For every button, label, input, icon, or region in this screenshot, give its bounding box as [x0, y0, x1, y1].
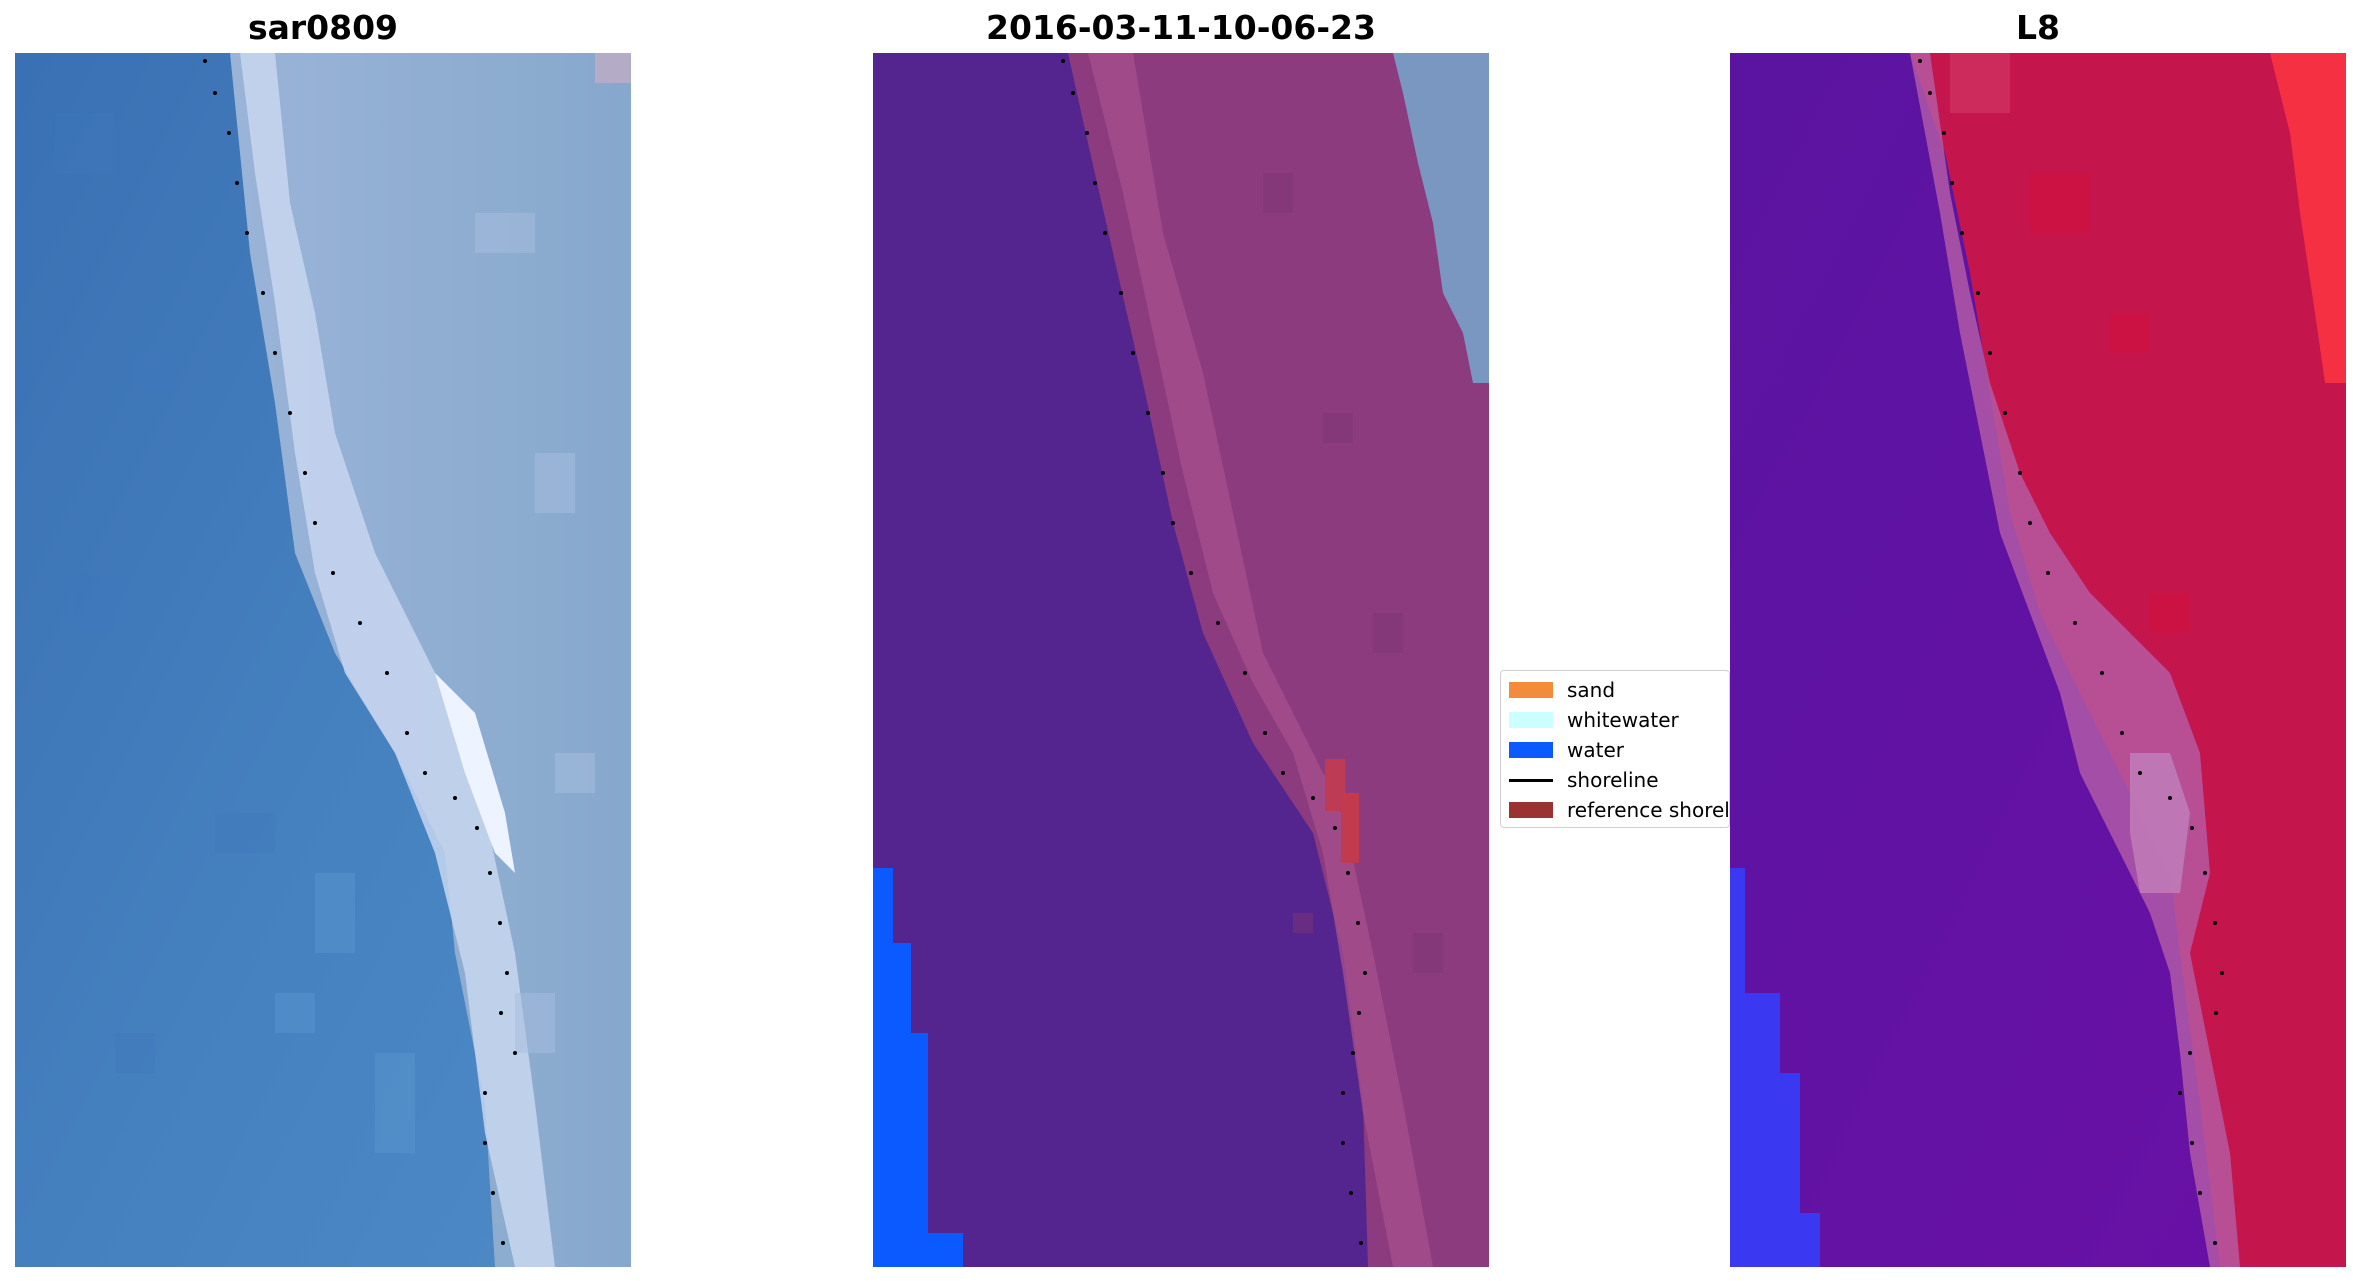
classified-image-panel	[873, 53, 1489, 1267]
reference-shoreline-swatch	[1509, 802, 1553, 818]
rgb-image-panel	[15, 53, 631, 1267]
index-image-panel	[1730, 53, 2346, 1267]
legend-item-reference-shoreline: reference shoreline	[1509, 795, 1729, 825]
whitewater-swatch	[1509, 712, 1553, 728]
water-swatch	[1509, 742, 1553, 758]
legend-label: shoreline	[1567, 768, 1659, 792]
legend: sand whitewater water shoreline referenc…	[1500, 670, 1730, 828]
shoreline-line-swatch	[1509, 778, 1553, 782]
panel-title-rgb: sar0809	[247, 8, 399, 47]
legend-item-shoreline: shoreline	[1509, 765, 1729, 795]
panel-title-index: L8	[2016, 8, 2060, 47]
legend-label: sand	[1567, 678, 1616, 702]
legend-label: whitewater	[1567, 708, 1679, 732]
legend-item-water: water	[1509, 735, 1729, 765]
legend-label: reference shoreline	[1567, 798, 1730, 822]
rgb-satellite-image	[15, 53, 631, 1267]
legend-label: water	[1567, 738, 1624, 762]
legend-item-sand: sand	[1509, 675, 1729, 705]
sand-swatch	[1509, 682, 1553, 698]
legend-item-whitewater: whitewater	[1509, 705, 1729, 735]
index-image	[1730, 53, 2346, 1267]
classified-image	[873, 53, 1489, 1267]
panel-title-classified: 2016-03-11-10-06-23	[986, 8, 1376, 47]
